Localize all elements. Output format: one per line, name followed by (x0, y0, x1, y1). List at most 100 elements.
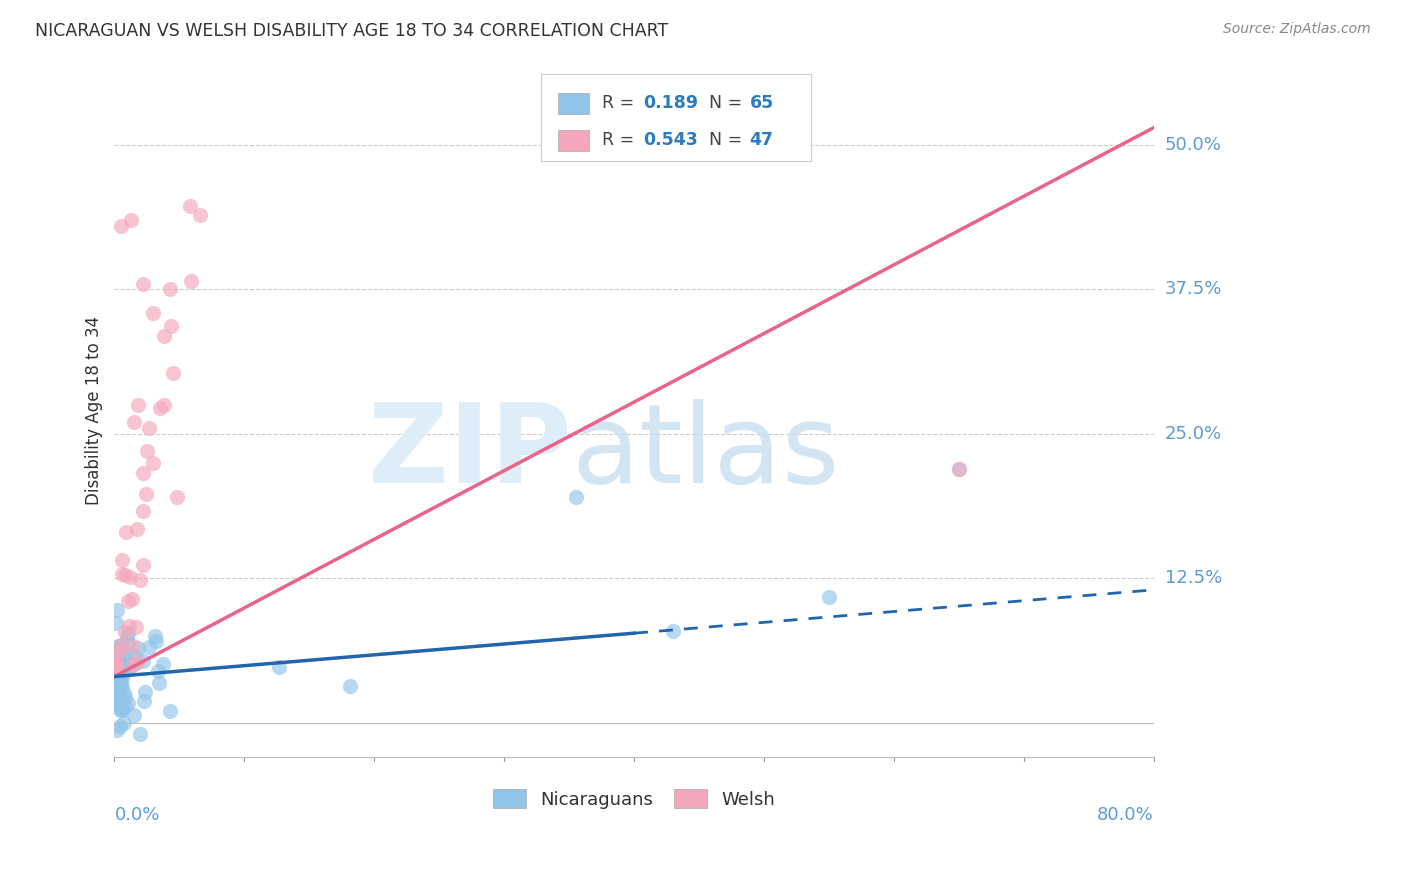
Point (114, 568, 136, 582)
Text: 80.0%: 80.0% (1097, 806, 1154, 824)
Point (107, 653, 129, 667)
Point (107, 639, 129, 653)
Point (111, 648, 134, 663)
Point (818, 590, 841, 604)
Point (114, 690, 136, 704)
Point (108, 674, 131, 689)
Point (948, 461, 970, 475)
Point (159, 282, 181, 296)
Point (267, 660, 290, 674)
Text: 0.0%: 0.0% (114, 806, 160, 824)
Point (108, 640, 131, 654)
Point (125, 655, 148, 669)
Point (110, 669, 132, 683)
Point (107, 699, 129, 714)
Text: 37.5%: 37.5% (1166, 280, 1222, 299)
Point (105, 643, 128, 657)
Point (152, 328, 174, 343)
Point (118, 570, 141, 584)
Point (105, 657, 128, 672)
Point (121, 639, 143, 653)
Point (125, 620, 148, 634)
Y-axis label: Disability Age 18 to 34: Disability Age 18 to 34 (86, 316, 103, 505)
Point (107, 688, 129, 702)
Text: 0.189: 0.189 (644, 95, 699, 112)
Point (114, 658, 136, 673)
Text: 65: 65 (749, 95, 773, 112)
Point (108, 719, 131, 733)
Point (114, 624, 136, 639)
Point (188, 208, 211, 222)
FancyBboxPatch shape (558, 93, 589, 114)
Point (122, 657, 145, 671)
Text: 47: 47 (749, 131, 773, 149)
Point (138, 421, 160, 435)
Point (110, 638, 132, 652)
Point (132, 277, 155, 291)
FancyBboxPatch shape (558, 129, 589, 151)
Point (117, 625, 139, 640)
Text: NICARAGUAN VS WELSH DISABILITY AGE 18 TO 34 CORRELATION CHART: NICARAGUAN VS WELSH DISABILITY AGE 18 TO… (35, 22, 668, 40)
Point (108, 643, 131, 657)
Point (135, 444, 157, 458)
Point (110, 657, 132, 671)
Point (120, 213, 142, 227)
Point (111, 672, 134, 686)
Point (107, 603, 129, 617)
Text: N =: N = (697, 131, 747, 149)
Text: 0.543: 0.543 (644, 131, 699, 149)
Point (564, 491, 586, 505)
Point (148, 664, 170, 678)
Point (110, 667, 132, 681)
Point (104, 657, 127, 672)
Point (148, 675, 170, 690)
Point (104, 649, 127, 664)
Point (117, 636, 139, 650)
Text: 12.5%: 12.5% (1166, 569, 1222, 587)
Point (110, 701, 132, 715)
Text: 50.0%: 50.0% (1166, 136, 1222, 154)
Text: N =: N = (697, 95, 747, 112)
Point (107, 642, 129, 657)
Point (107, 648, 129, 663)
Point (122, 415, 145, 429)
Point (145, 633, 167, 648)
Point (114, 525, 136, 540)
Point (108, 703, 131, 717)
Point (117, 660, 139, 674)
Text: 25.0%: 25.0% (1166, 425, 1222, 442)
Point (110, 640, 132, 654)
Point (166, 491, 188, 505)
Text: atlas: atlas (572, 399, 841, 506)
Point (122, 708, 145, 723)
Point (114, 699, 136, 714)
Point (134, 685, 156, 699)
Point (110, 219, 132, 233)
Point (117, 619, 139, 633)
Point (105, 657, 128, 672)
Point (105, 723, 128, 738)
Point (117, 593, 139, 607)
Point (132, 654, 155, 668)
Text: ZIP: ZIP (368, 399, 572, 506)
Point (111, 703, 134, 717)
Point (162, 366, 184, 380)
Point (125, 522, 148, 536)
Point (134, 694, 156, 708)
Point (129, 727, 152, 741)
Point (112, 715, 135, 730)
Point (105, 697, 128, 711)
Point (117, 663, 139, 677)
Point (111, 664, 134, 678)
Point (104, 690, 127, 705)
Point (127, 398, 149, 412)
Point (132, 467, 155, 481)
Point (124, 649, 146, 664)
Point (160, 319, 183, 334)
Point (145, 629, 167, 643)
Point (135, 487, 157, 501)
Point (180, 274, 202, 288)
Point (132, 504, 155, 518)
Point (104, 657, 127, 672)
Point (121, 591, 143, 606)
